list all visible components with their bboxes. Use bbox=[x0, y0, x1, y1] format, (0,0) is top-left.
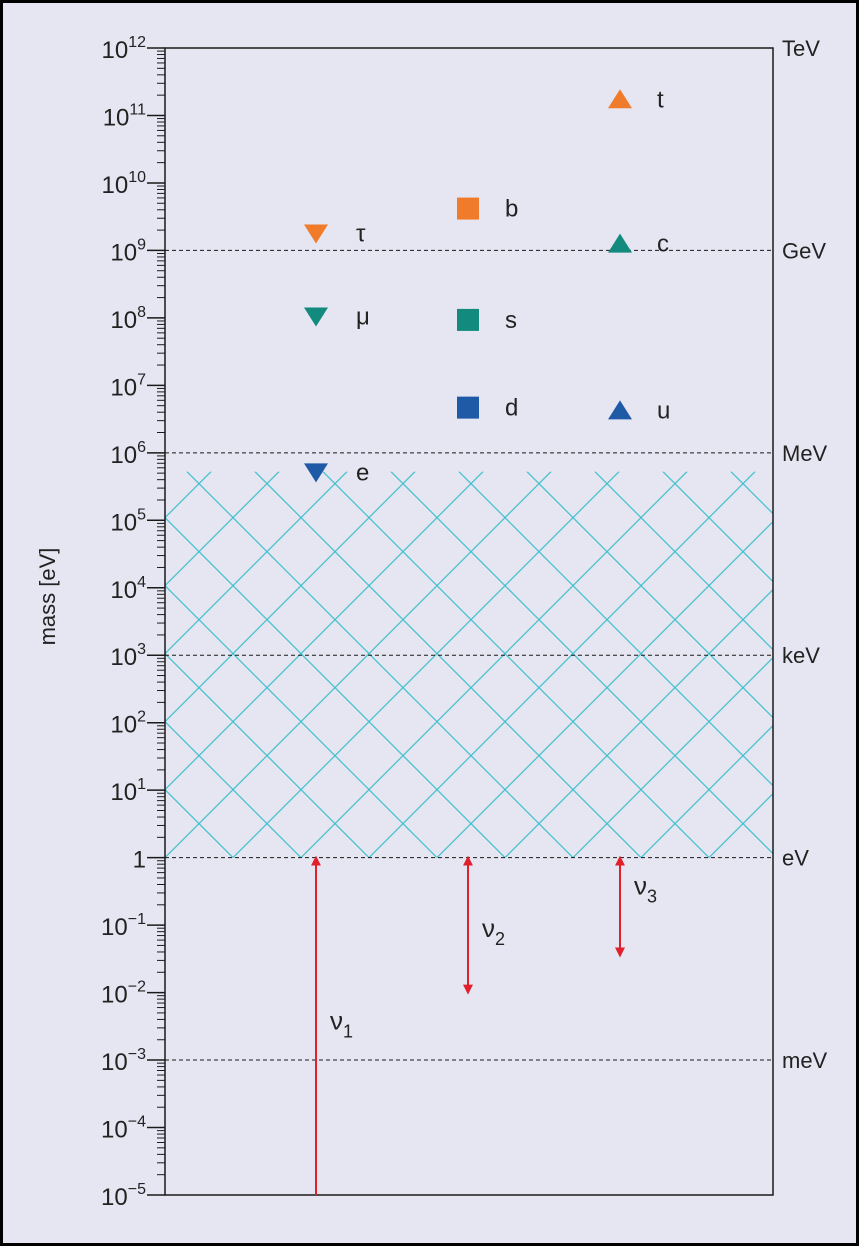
particle-label-s: s bbox=[505, 307, 517, 334]
y-tick-label: 1011 bbox=[103, 101, 146, 131]
y-tick-label: 103 bbox=[110, 641, 146, 671]
plot-frame bbox=[164, 47, 774, 1196]
unit-label-MeV: MeV bbox=[782, 441, 828, 466]
y-tick-label: 1 bbox=[133, 847, 146, 874]
particle-label-e: e bbox=[356, 459, 369, 486]
marker-e bbox=[304, 463, 328, 483]
unit-label-keV: keV bbox=[782, 643, 820, 668]
unit-label-GeV: GeV bbox=[782, 238, 826, 263]
y-tick-label: 10−5 bbox=[101, 1181, 146, 1211]
particle-label-c: c bbox=[657, 231, 669, 258]
y-tick-label: 105 bbox=[110, 506, 146, 536]
y-tick-label: 108 bbox=[110, 304, 146, 334]
marker-u bbox=[608, 400, 632, 420]
y-tick-label: 10−1 bbox=[101, 911, 146, 941]
unit-label-eV: eV bbox=[782, 846, 809, 871]
y-tick-label: 10−2 bbox=[101, 979, 146, 1009]
unit-label-TeV: TeV bbox=[782, 36, 820, 61]
neutrino-label-1: ν1 bbox=[330, 1006, 353, 1042]
particle-label-μ: μ bbox=[356, 304, 370, 331]
marker-μ bbox=[304, 307, 328, 327]
y-tick-label: 102 bbox=[110, 709, 146, 739]
y-tick-label: 1012 bbox=[102, 34, 147, 64]
figure-panel: TeV GeV MeV keV eV meV 1012 1011 1010 109 108 107 10… bbox=[3, 3, 856, 1243]
y-tick-label: 107 bbox=[110, 371, 146, 401]
marker-τ bbox=[304, 224, 328, 244]
y-tick-label: 1010 bbox=[102, 169, 147, 199]
marker-c bbox=[608, 233, 632, 253]
y-tick-label: 109 bbox=[110, 236, 146, 266]
marker-b bbox=[457, 197, 479, 220]
y-tick-label: 106 bbox=[110, 439, 146, 469]
y-axis-title: mass [eV] bbox=[35, 548, 60, 646]
unit-label-meV: meV bbox=[782, 1048, 828, 1073]
particle-label-t: t bbox=[657, 86, 664, 113]
marker-s bbox=[457, 308, 479, 331]
y-tick-label: 10−4 bbox=[101, 1114, 146, 1144]
particle-label-d: d bbox=[505, 395, 518, 422]
particle-label-b: b bbox=[505, 196, 518, 223]
marker-d bbox=[457, 396, 479, 419]
excluded-mass-region bbox=[165, 471, 773, 858]
particle-label-τ: τ bbox=[356, 221, 366, 248]
neutrino-label-3: ν3 bbox=[634, 871, 657, 907]
y-tick-label: 104 bbox=[110, 574, 146, 604]
y-tick-label: 101 bbox=[110, 776, 146, 806]
mass-scale-chart: TeVGeVMeVkeVeVmeV10121011101010910810710… bbox=[35, 34, 828, 1211]
y-tick-label: 10−3 bbox=[101, 1046, 146, 1076]
marker-t bbox=[608, 89, 632, 109]
neutrino-label-2: ν2 bbox=[482, 913, 505, 949]
particle-label-u: u bbox=[657, 397, 670, 424]
